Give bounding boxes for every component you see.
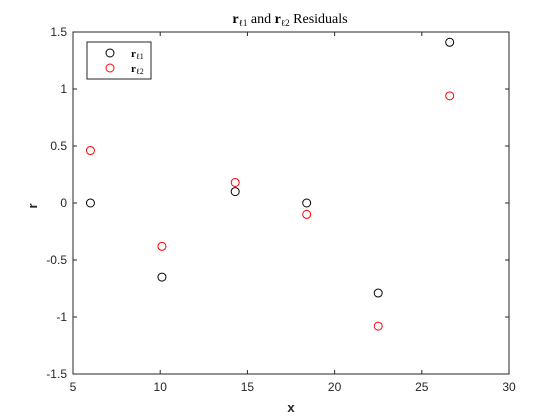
point-series-1-5: [445, 37, 455, 47]
x-tick-label-2: 15: [241, 380, 255, 394]
legend-box: [86, 41, 152, 80]
point-series-2-2: [230, 177, 240, 187]
data-points: [85, 37, 455, 331]
y-tick-label-5: 1: [60, 82, 67, 96]
point-series-2-4: [373, 321, 383, 331]
y-tick-label-2: -0.5: [46, 253, 67, 267]
point-series-1-3: [302, 198, 312, 208]
point-series-2-3: [302, 209, 312, 219]
y-tick-labels: -1.5 -1 -0.5 0 0.5 1 1.5: [46, 25, 67, 381]
y-axis-label: r: [25, 203, 40, 208]
y-tick-label-1: -1: [56, 310, 67, 324]
title-r2: r: [275, 12, 281, 27]
axis-ticks: [72, 31, 510, 375]
point-series-2-1: [157, 241, 167, 251]
chart-title: rℓ1 and rℓ2 Residuals: [232, 12, 347, 28]
title-rest: Residuals: [290, 12, 348, 27]
point-series-1-0: [85, 198, 95, 208]
point-series-1-1: [157, 272, 167, 282]
point-series-2-0: [85, 146, 95, 156]
y-tick-label-6: 1.5: [50, 25, 67, 39]
title-sub2: ℓ2: [281, 18, 290, 28]
y-tick-label-3: 0: [60, 196, 67, 210]
plot-area: [72, 31, 510, 375]
legend: rℓ1 rℓ2: [86, 41, 152, 80]
legend-label-series-2: rℓ2: [131, 63, 144, 76]
legend-label-series-1-sub: ℓ1: [136, 52, 144, 61]
x-tick-label-0: 5: [70, 380, 77, 394]
legend-label-series-1-main: r: [131, 48, 136, 60]
x-tick-labels: 5 10 15 20 25 30: [70, 380, 516, 394]
title-sub1: ℓ1: [239, 18, 248, 28]
legend-marker-series-1: [105, 48, 115, 58]
y-tick-label-4: 0.5: [50, 139, 67, 153]
x-tick-label-1: 10: [154, 380, 168, 394]
legend-marker-series-2: [105, 63, 115, 73]
y-tick-label-0: -1.5: [46, 367, 67, 381]
title-and: and: [247, 12, 274, 27]
legend-label-series-1: rℓ1: [131, 48, 144, 61]
point-series-1-4: [373, 288, 383, 298]
x-axis-label: x: [287, 400, 295, 415]
legend-label-series-2-main: r: [131, 63, 136, 75]
point-series-2-5: [445, 91, 455, 101]
legend-label-series-2-sub: ℓ2: [136, 67, 144, 76]
x-tick-label-4: 25: [415, 380, 429, 394]
title-r1: r: [232, 12, 238, 27]
x-tick-label-5: 30: [502, 380, 516, 394]
point-series-1-2: [230, 187, 240, 197]
x-tick-label-3: 20: [328, 380, 342, 394]
